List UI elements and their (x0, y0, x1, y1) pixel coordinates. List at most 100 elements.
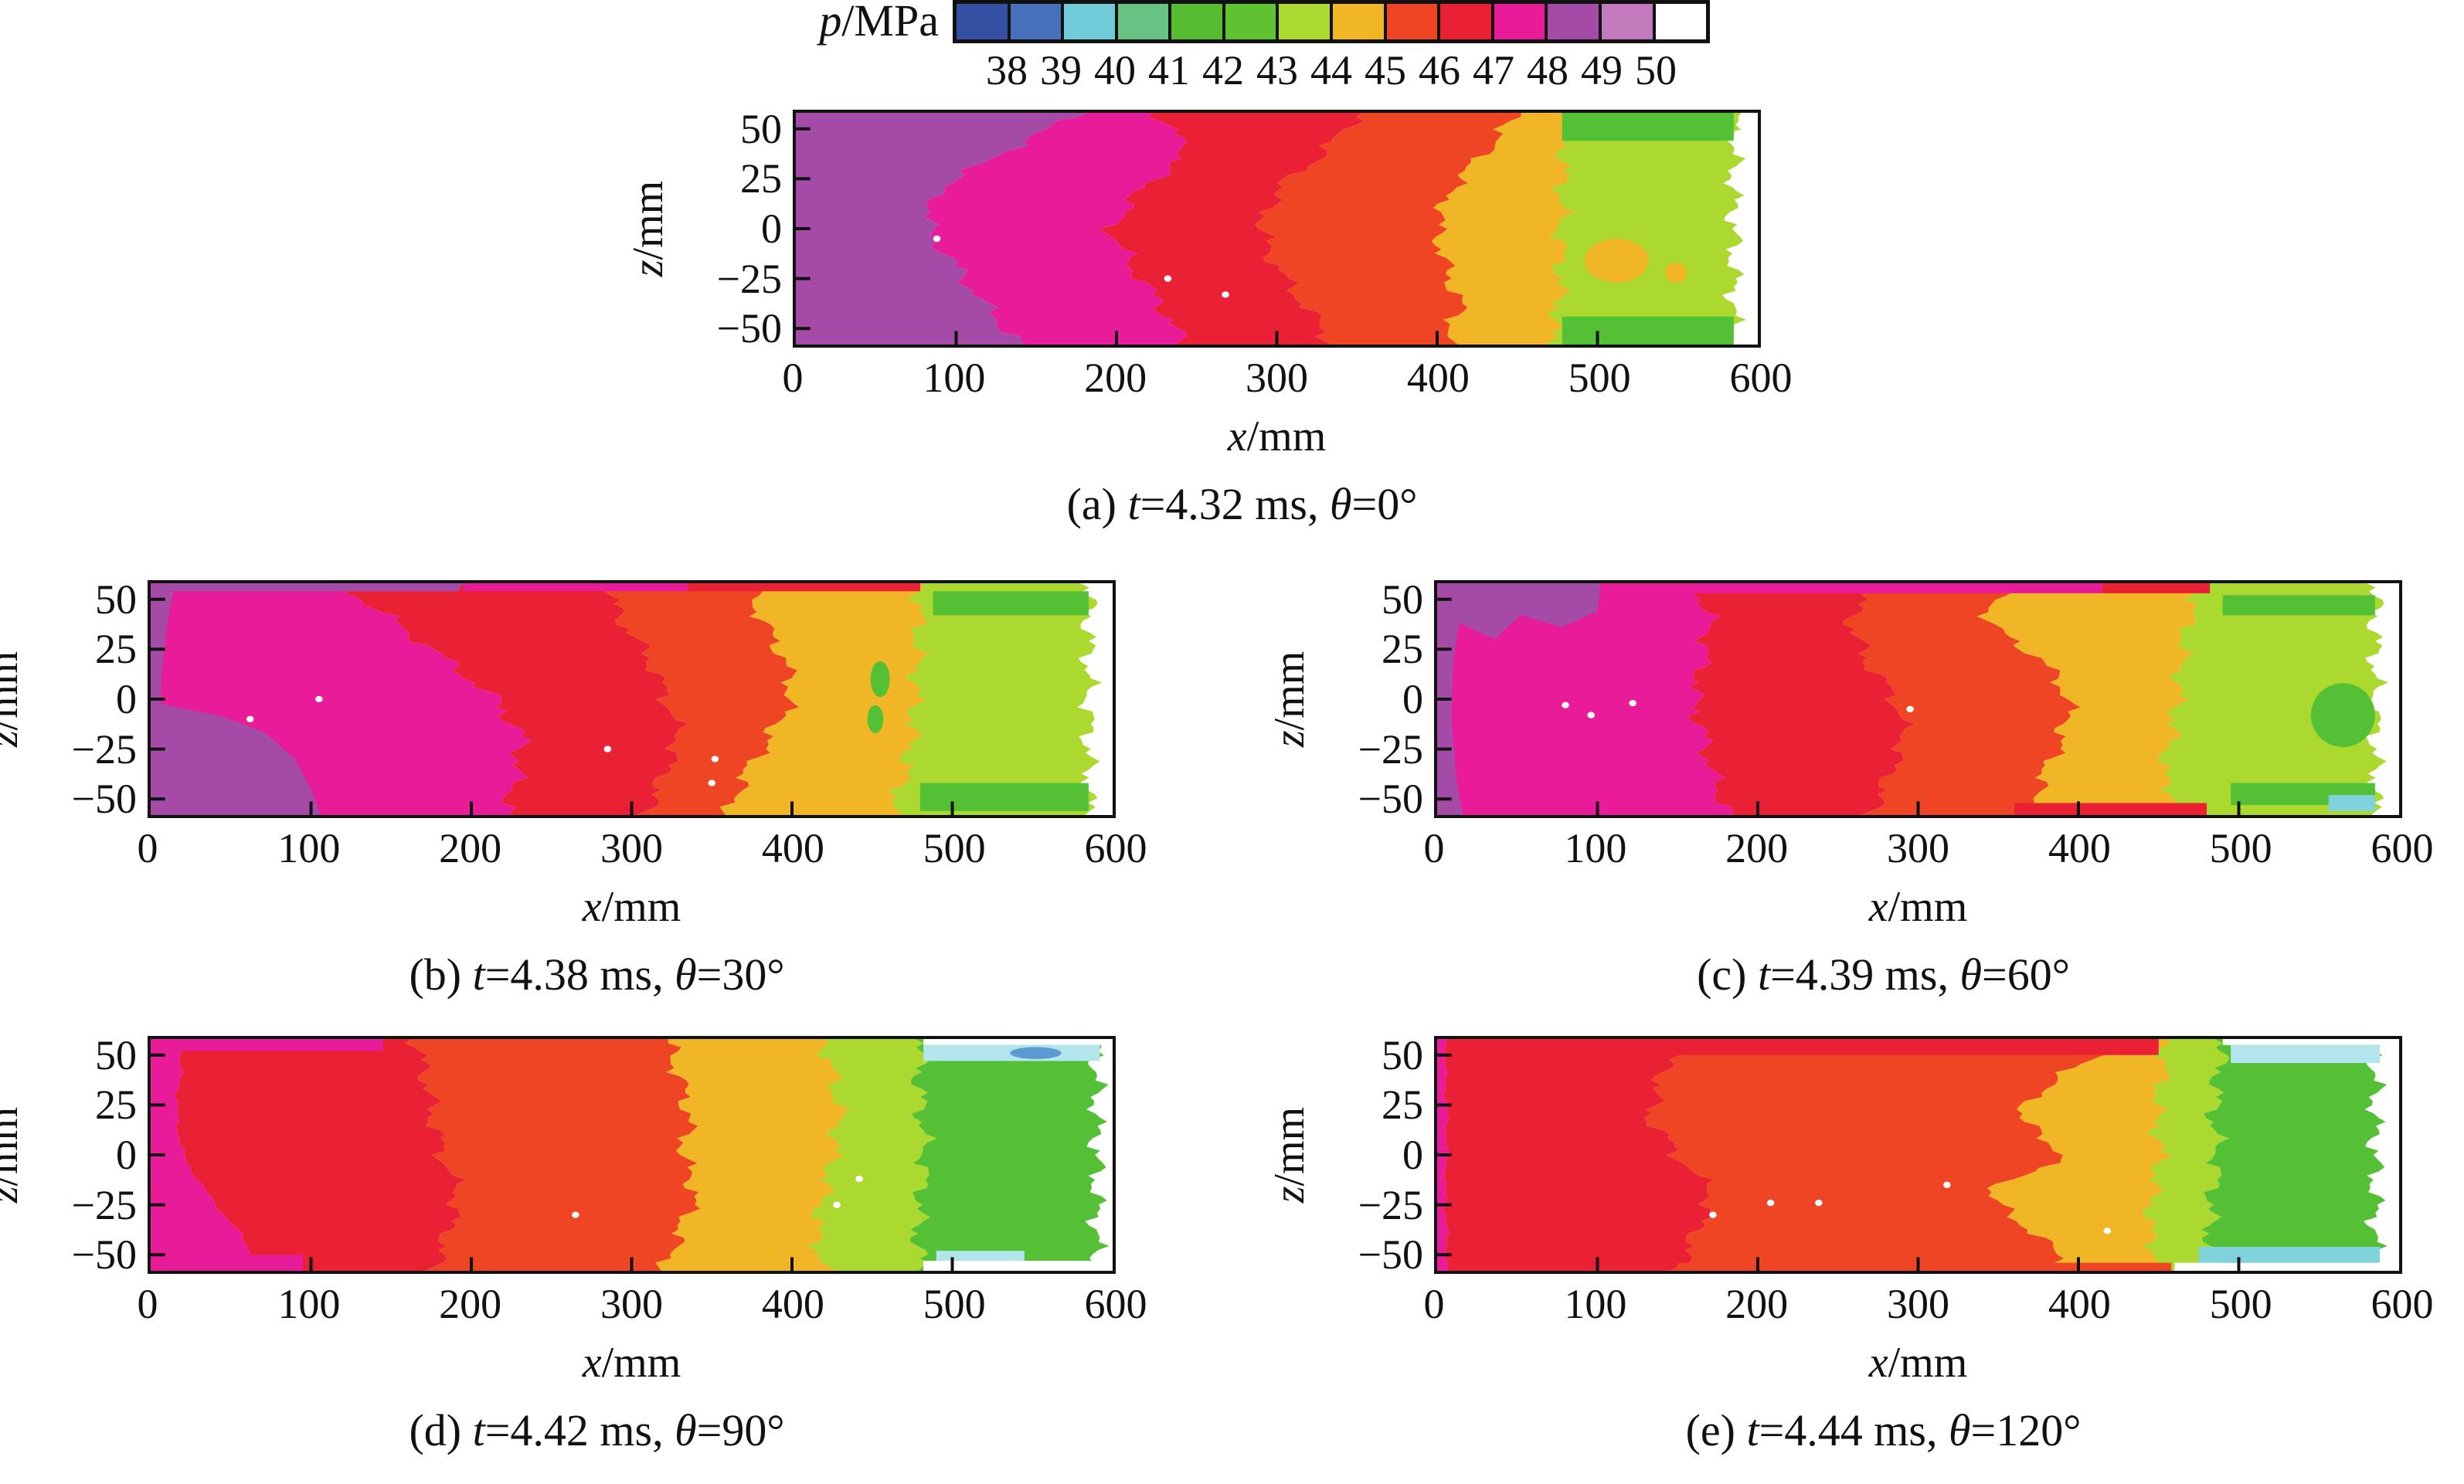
colorbar-value: 50 (1635, 47, 1677, 93)
y-tick: −50 (1358, 1231, 1423, 1279)
colorbar: p/MPa 38 39 40 41 42 43 44 45 46 47 48 49 50 (819, 0, 1710, 93)
caption-angle: =120° (1970, 1405, 2082, 1455)
x-tick: 200 (1725, 1281, 1789, 1327)
y-tick: −25 (1358, 1181, 1423, 1228)
z-symbol: z (624, 260, 673, 277)
contour-canvas-c (1437, 583, 2389, 815)
x-tick: 100 (1564, 825, 1627, 871)
colorbar-swatch (1383, 4, 1438, 39)
y-tick: 0 (1402, 1132, 1423, 1178)
colorbar-swatch (1061, 4, 1115, 39)
colorbar-swatch (1652, 4, 1707, 39)
caption-time: =4.42 ms, (484, 1405, 664, 1455)
colorbar-swatches (953, 0, 1710, 43)
panel-c: z/mm 50 25 0 −25 −50 0 100 200 300 400 5… (1266, 579, 2434, 1013)
caption-time: =4.32 ms, (1140, 479, 1319, 529)
y-tick: −50 (1358, 776, 1423, 823)
colorbar-swatch (1007, 4, 1062, 39)
colorbar-value: 38 (986, 47, 1028, 93)
contour-plot-c (1434, 580, 2402, 818)
contour-canvas-e (1437, 1039, 2399, 1271)
x-symbol: x (582, 1339, 602, 1387)
x-tick: 0 (137, 1281, 158, 1327)
x-tick: 300 (600, 1281, 663, 1327)
y-axis-title: z/mm (0, 580, 30, 818)
y-unit: /mm (0, 650, 28, 731)
caption-time: =4.39 ms, (1770, 949, 1949, 1000)
colorbar-swatch (1545, 4, 1599, 39)
x-tick: 200 (439, 825, 502, 871)
z-symbol: z (1266, 1186, 1314, 1204)
y-unit: /mm (1266, 1106, 1314, 1187)
x-tick: 600 (1084, 1281, 1147, 1327)
caption-index: (c) (1697, 949, 1747, 1000)
colorbar-value: 39 (1040, 47, 1082, 93)
caption-index: (d) (409, 1405, 462, 1455)
caption-time: =4.44 ms, (1759, 1405, 1938, 1455)
y-tick: 0 (1402, 676, 1423, 722)
x-unit: /mm (601, 883, 681, 931)
colorbar-swatch (1222, 4, 1276, 39)
colorbar-value: 48 (1527, 47, 1568, 93)
x-tick: 300 (1887, 825, 1949, 871)
y-axis-tick-labels: 50 25 0 −25 −50 (1335, 1034, 1423, 1276)
x-axis-tick-labels: 0 100 200 300 400 500 600 (138, 1280, 1147, 1328)
caption-time: =4.38 ms, (484, 949, 664, 1000)
t-symbol: t (472, 949, 485, 1000)
theta-symbol: θ (675, 949, 697, 1000)
colorbar-swatch (1330, 4, 1384, 39)
colorbar-value: 42 (1202, 47, 1244, 93)
x-axis-title: x/mm (148, 1339, 1116, 1387)
x-axis-title: x/mm (1434, 1339, 2402, 1387)
x-tick: 0 (1423, 825, 1445, 871)
x-tick: 500 (923, 1281, 986, 1327)
contour-canvas-d (151, 1039, 1113, 1271)
x-tick: 600 (2371, 1281, 2434, 1327)
contour-plot-d (148, 1036, 1116, 1274)
contour-canvas-a (796, 113, 1747, 345)
x-tick: 400 (761, 1281, 824, 1327)
colorbar-value: 47 (1473, 47, 1514, 93)
caption-index: (a) (1066, 479, 1116, 529)
colorbar-value: 44 (1310, 47, 1352, 93)
y-tick: −25 (716, 255, 782, 302)
y-tick: 50 (1382, 576, 1423, 623)
caption-angle: =0° (1351, 479, 1418, 529)
t-symbol: t (472, 1405, 485, 1455)
y-axis-tick-labels: 50 25 0 −25 −50 (1335, 579, 1423, 820)
panel-caption: (b) t=4.38 ms, θ=30° (78, 949, 1116, 1000)
colorbar-value: 49 (1581, 47, 1623, 93)
y-tick: 25 (95, 626, 137, 673)
caption-angle: =60° (1982, 949, 2070, 1000)
x-tick: 500 (2209, 825, 2272, 871)
x-unit: /mm (1888, 883, 1968, 931)
caption-angle: =30° (696, 949, 785, 1000)
x-tick: 600 (2371, 825, 2434, 871)
y-tick: −50 (71, 1231, 137, 1279)
x-tick: 400 (2048, 825, 2111, 871)
z-symbol: z (1266, 730, 1314, 748)
z-symbol: z (0, 730, 27, 747)
y-tick: 25 (95, 1082, 137, 1129)
y-tick: 50 (95, 1031, 137, 1078)
x-tick: 400 (1406, 355, 1470, 401)
theta-symbol: θ (1330, 479, 1352, 529)
panel-caption: (c) t=4.39 ms, θ=60° (1365, 949, 2402, 1000)
x-unit: /mm (1246, 413, 1327, 460)
z-symbol: z (0, 1186, 27, 1203)
x-tick: 600 (1729, 355, 1793, 401)
x-axis-tick-labels: 0 100 200 300 400 500 600 (1424, 824, 2434, 872)
x-axis-title: x/mm (148, 883, 1116, 931)
colorbar-value: 41 (1148, 47, 1190, 93)
x-symbol: x (582, 883, 602, 931)
x-axis-tick-labels: 0 100 200 300 400 500 600 (783, 354, 1793, 402)
theta-symbol: θ (1949, 1405, 1971, 1455)
x-tick: 300 (1887, 1281, 1949, 1327)
x-tick: 100 (277, 825, 341, 871)
y-tick: −50 (716, 305, 782, 352)
y-tick: 50 (1382, 1031, 1423, 1078)
y-tick: 0 (116, 1132, 137, 1178)
y-axis-tick-labels: 50 25 0 −25 −50 (49, 579, 137, 820)
x-tick: 300 (1246, 355, 1308, 401)
